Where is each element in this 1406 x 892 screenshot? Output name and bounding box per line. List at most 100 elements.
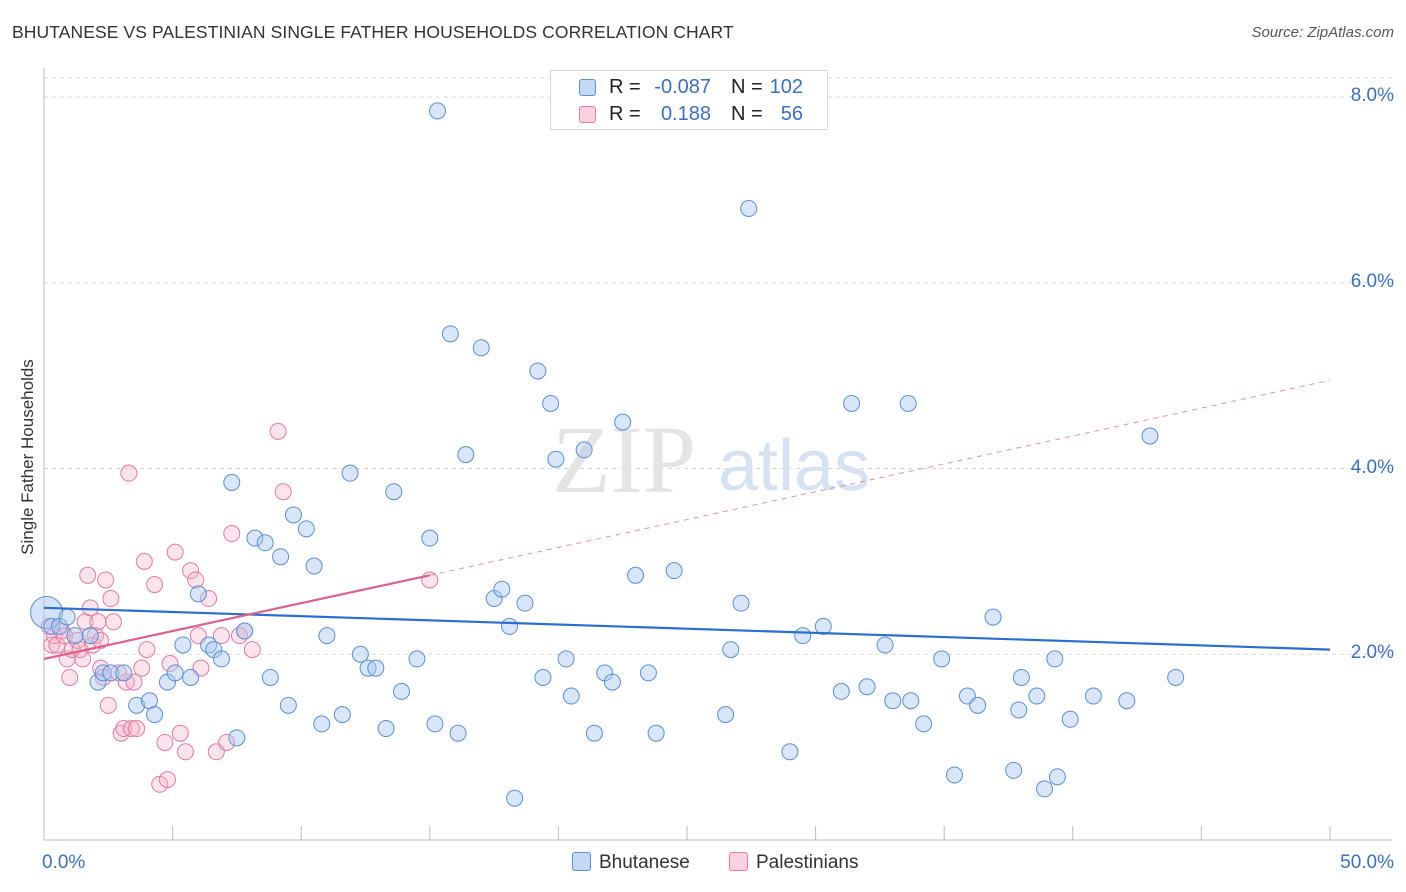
- palestinians-point: [89, 613, 107, 631]
- bhutanese-point: [506, 789, 524, 807]
- bhutanese-point: [1036, 780, 1054, 798]
- legend-n-value: 102: [769, 76, 803, 98]
- bhutanese-point: [627, 566, 645, 584]
- legend-n-label: N =: [731, 76, 763, 98]
- bhutanese-point: [501, 617, 519, 635]
- palestinians-trend-extension: [429, 379, 1331, 576]
- bhutanese-point: [457, 446, 475, 464]
- palestinians-point: [97, 571, 115, 589]
- bhutanese-point: [341, 464, 359, 482]
- bhutanese-points: [30, 102, 1185, 807]
- bhutanese-point: [146, 706, 164, 724]
- bhutanese-point: [516, 594, 534, 612]
- bhutanese-point: [228, 729, 246, 747]
- palestinians-point: [243, 641, 261, 659]
- bhutanese-point: [166, 664, 184, 682]
- bhutanese-point: [89, 673, 107, 691]
- bhutanese-point: [429, 102, 447, 120]
- bhutanese-point: [182, 668, 200, 686]
- bhutanese-point: [1167, 668, 1185, 686]
- bhutanese-point: [614, 413, 632, 431]
- bhutanese-point: [421, 529, 439, 547]
- palestinians-point: [86, 627, 104, 645]
- bhutanese-point: [472, 339, 490, 357]
- bhutanese-point: [717, 706, 735, 724]
- bhutanese-point: [722, 641, 740, 659]
- bhutanese-point: [585, 724, 603, 742]
- bhutanese-point: [279, 696, 297, 714]
- bhutanese-point: [732, 594, 750, 612]
- palestinians-point: [176, 743, 194, 761]
- legend-item-palestinians: Palestinians: [729, 852, 858, 874]
- bhutanese-point: [529, 362, 547, 380]
- bhutanese-point: [1010, 701, 1028, 719]
- bhutanese-point: [58, 608, 76, 626]
- y-tick-label: 6.0%: [1350, 270, 1394, 292]
- grid-lines: [44, 77, 1392, 655]
- palestinians-point: [122, 720, 140, 738]
- chart-source: Source: ZipAtlas.com: [1251, 24, 1394, 41]
- palestinians-point: [128, 720, 146, 738]
- palestinians-point: [79, 566, 97, 584]
- bhutanese-point: [832, 682, 850, 700]
- palestinians-point: [230, 627, 248, 645]
- palestinians-point: [56, 627, 74, 645]
- palestinians-points: [40, 422, 439, 793]
- bhutanese-point: [1005, 761, 1023, 779]
- palestinians-point: [135, 552, 153, 570]
- palestinians-point: [133, 659, 151, 677]
- bhutanese-point: [393, 682, 411, 700]
- palestinians-point: [74, 650, 92, 668]
- bhutanese-point: [781, 743, 799, 761]
- palestinians-point: [104, 613, 122, 631]
- bhutanese-point: [367, 659, 385, 677]
- bhutanese-point: [318, 627, 336, 645]
- palestinians-point: [171, 724, 189, 742]
- y-tick-label: 2.0%: [1350, 642, 1394, 664]
- palestinians-point: [81, 599, 99, 617]
- bhutanese-point: [212, 650, 230, 668]
- bhutanese-point: [843, 394, 861, 412]
- bhutanese-point: [81, 627, 99, 645]
- bhutanese-point: [261, 668, 279, 686]
- legend-item-bhutanese: Bhutanese: [572, 852, 690, 874]
- bhutanese-point: [66, 627, 84, 645]
- palestinians-point: [156, 733, 174, 751]
- legend-row-bhutanese: R = -0.087 N = 102: [551, 74, 827, 102]
- bhutanese-point: [377, 720, 395, 738]
- bhutanese-point: [899, 394, 917, 412]
- bhutanese-point: [174, 636, 192, 654]
- bhutanese-point: [313, 715, 331, 733]
- bhutanese-point: [915, 715, 933, 733]
- legend-label-bhutanese: Bhutanese: [599, 852, 690, 873]
- bhutanese-point: [333, 706, 351, 724]
- x-tick-label-max: 50.0%: [1340, 852, 1394, 873]
- bhutanese-point: [575, 441, 593, 459]
- bhutanese-point: [408, 650, 426, 668]
- bhutanese-point: [1084, 687, 1102, 705]
- bhutanese-point: [200, 636, 218, 654]
- legend-swatch-blue: [579, 79, 596, 96]
- palestinians-point: [187, 571, 205, 589]
- watermark-zip: ZIP: [552, 406, 696, 513]
- legend-swatch-blue: [572, 852, 591, 871]
- bhutanese-point: [547, 450, 565, 468]
- palestinians-point: [161, 655, 179, 673]
- bhutanese-point: [115, 664, 133, 682]
- bhutanese-point: [794, 627, 812, 645]
- bhutanese-point: [639, 664, 657, 682]
- bhutanese-trend-line: [43, 606, 1331, 651]
- bhutanese-point: [1061, 710, 1079, 728]
- y-tick-label: 8.0%: [1350, 85, 1394, 106]
- bhutanese-point: [102, 664, 120, 682]
- palestinians-point: [200, 590, 218, 608]
- palestinians-point: [112, 724, 130, 742]
- bhutanese-point: [945, 766, 963, 784]
- palestinians-point: [218, 733, 236, 751]
- bhutanese-point: [256, 534, 274, 552]
- palestinians-point: [274, 483, 292, 501]
- bhutanese-point: [603, 673, 621, 691]
- palestinians-point: [166, 543, 184, 561]
- bhutanese-point: [884, 692, 902, 710]
